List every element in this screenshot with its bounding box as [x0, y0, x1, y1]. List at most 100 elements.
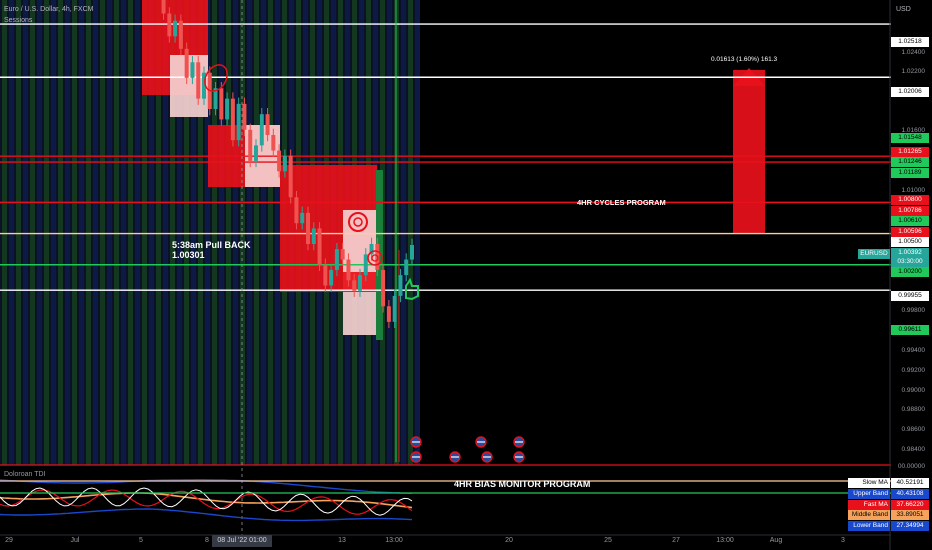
time-tick: 13:00	[385, 537, 403, 544]
candle-body	[190, 62, 195, 78]
candle-body	[288, 155, 293, 198]
price-tick: 0.99200	[901, 367, 926, 374]
candle-body	[167, 13, 172, 37]
candle-body	[184, 48, 189, 78]
price-level-label: 1.01246	[891, 157, 929, 167]
tdi-lower-band-line	[0, 508, 413, 522]
price-level-label: 1.00610	[891, 216, 929, 226]
candle-body	[271, 134, 276, 151]
tdi-middle-band-line	[0, 492, 413, 509]
tdi-legend-name: Middle Band	[848, 510, 890, 520]
session-band-green	[2, 0, 7, 465]
time-tick: 8	[205, 537, 209, 544]
pullback-title[interactable]: 5:38am Pull BACK	[172, 240, 251, 250]
candle-body	[173, 20, 178, 37]
candle-body	[161, 0, 166, 14]
session-band-green	[86, 0, 91, 465]
price-level-label: 1.00500	[891, 237, 929, 247]
session-band-blue	[93, 0, 98, 465]
target-icon	[367, 250, 383, 266]
candle-body	[294, 197, 299, 224]
highlight-ellipse	[204, 64, 228, 92]
session-band-blue	[205, 0, 210, 465]
tdi-legend-value: 40.43108	[891, 489, 929, 499]
session-band-green	[254, 0, 259, 465]
price-tick: 0.99400	[901, 347, 926, 354]
zone-box	[733, 70, 765, 233]
price-tick: 1.01000	[901, 187, 926, 194]
candle-body	[306, 212, 310, 244]
time-tick: 20	[505, 537, 513, 544]
cycles-program-label[interactable]: 4HR CYCLES PROGRAM	[577, 198, 666, 207]
candle-body	[242, 103, 247, 130]
price-tick: 0.98400	[901, 446, 926, 453]
pullback-price[interactable]: 1.00301	[172, 250, 205, 260]
candle-body	[248, 129, 253, 161]
time-tick: Aug	[769, 537, 783, 544]
candle-body	[386, 306, 391, 322]
price-tick: 0.99000	[901, 387, 926, 394]
candle-body	[340, 249, 345, 260]
session-band-blue	[401, 0, 406, 465]
tdi-legend-value: 40.52191	[891, 478, 929, 488]
session-band-green	[240, 0, 245, 465]
session-band-green	[100, 0, 105, 465]
price-level-label: 1.01548	[891, 133, 929, 143]
candle-body	[404, 259, 409, 276]
current-price-label: 1.00392	[891, 248, 929, 258]
candle-body	[259, 114, 264, 146]
session-band-green	[184, 0, 189, 465]
session-band-blue	[23, 0, 28, 465]
session-band-green	[58, 0, 63, 465]
price-tick: 0.99800	[901, 307, 926, 314]
candle-body	[363, 254, 368, 276]
tdi-upper-band-line	[0, 479, 413, 494]
candle-body	[358, 275, 362, 291]
candle-body	[196, 62, 201, 99]
measure-label[interactable]: 0.01613 (1.60%) 161.3	[711, 56, 778, 63]
price-level-label: 1.00800	[891, 195, 929, 205]
price-level-label: 1.00200	[891, 267, 929, 277]
time-tick: 13	[338, 537, 346, 544]
drawing-marks	[204, 64, 525, 463]
tdi-slow-ma-line	[0, 487, 413, 516]
tdi-legend-name: Upper Band	[848, 489, 890, 499]
session-band-green	[226, 0, 231, 465]
tdi-legend-value: 33.89051	[891, 510, 929, 520]
session-band-green	[198, 0, 203, 465]
tdi-legend-name: Fast MA	[848, 500, 890, 510]
candle-body	[254, 145, 258, 161]
tdi-legend-value: 27.34994	[891, 521, 929, 531]
candle-body	[329, 269, 334, 286]
session-band-green	[156, 0, 161, 465]
price-level-label: 1.02518	[891, 37, 929, 47]
time-tick: 13:00	[716, 537, 734, 544]
price-level-label: 1.02006	[891, 87, 929, 97]
session-band-green	[268, 0, 273, 465]
price-level-label: 1.01265	[891, 147, 929, 157]
sessions-indicator-label[interactable]: Sessions	[4, 17, 33, 24]
candle-body	[334, 249, 339, 270]
session-band-green	[128, 0, 133, 465]
candle-body	[282, 155, 287, 172]
candle-body	[410, 245, 414, 260]
session-band-green	[408, 0, 413, 465]
candle-body	[311, 228, 316, 244]
candle-body	[236, 103, 241, 141]
zone-green-strip	[376, 170, 383, 340]
candle-body	[369, 243, 374, 255]
bias-monitor-label[interactable]: 4HR BIAS MONITOR PROGRAM	[454, 479, 591, 489]
session-band-green	[170, 0, 175, 465]
price-tick: 0.98600	[901, 426, 926, 433]
subpane-title[interactable]: Doloroan TDI	[4, 471, 46, 478]
session-band-blue	[219, 0, 224, 465]
symbol-title: Euro / U.S. Dollar, 4h, FXCM	[4, 6, 94, 13]
tdi-legend-name: Slow MA	[848, 478, 890, 488]
thumbs-up-icon	[405, 277, 419, 301]
time-tick: 25	[604, 537, 612, 544]
zone-box	[170, 55, 208, 117]
session-band-blue	[51, 0, 56, 465]
session-band-blue	[107, 0, 112, 465]
bar-countdown-label: 03:30:00	[891, 257, 929, 267]
